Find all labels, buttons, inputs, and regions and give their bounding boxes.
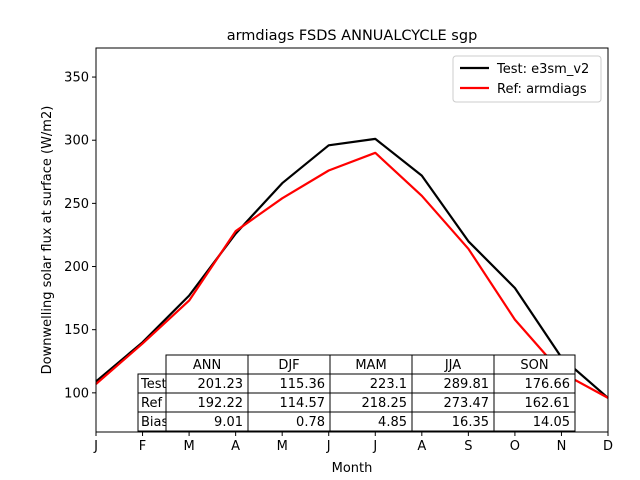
table-value: 201.23 [198, 377, 244, 392]
table-value: 192.22 [198, 396, 244, 411]
table-value: 16.35 [452, 415, 489, 430]
table-row-label-ref: Ref [141, 396, 162, 411]
x-tick-label: J [326, 439, 331, 454]
x-tick-label: N [557, 439, 567, 454]
table-header-ann: ANN [193, 358, 221, 373]
table-row-label-bias: Bias [141, 415, 168, 430]
y-tick-label: 350 [64, 71, 89, 86]
table-value: 0.78 [296, 415, 325, 430]
table-cell [493, 411, 576, 432]
x-tick-label: A [417, 439, 426, 454]
x-tick-label: M [183, 439, 194, 454]
y-tick-label: 250 [64, 197, 89, 212]
table-header-mam: MAM [355, 358, 386, 373]
y-tick-label: 300 [64, 134, 89, 149]
series-line-ref [95, 151, 609, 399]
series-line-test [95, 137, 609, 399]
x-tick-label: O [510, 439, 520, 454]
x-tick-label: A [231, 439, 240, 454]
table-value: 273.47 [444, 396, 490, 411]
x-tick-label: F [139, 439, 146, 454]
y-tick-label: 150 [64, 323, 89, 338]
table-header-jja: JJA [444, 358, 461, 373]
plot-frame [95, 47, 609, 433]
table-value: 176.66 [525, 377, 571, 392]
x-tick-label: J [93, 439, 98, 454]
y-tick-label: 200 [64, 260, 89, 275]
table-value: 218.25 [362, 396, 408, 411]
legend-entry: Test: e3sm_v2 [496, 62, 589, 77]
chart-title: armdiags FSDS ANNUALCYCLE sgp [227, 28, 478, 44]
table-value: 9.01 [214, 415, 243, 430]
table-value: 162.61 [525, 396, 571, 411]
table-header-djf: DJF [278, 358, 299, 373]
table-row-label-test: Test [140, 377, 167, 392]
x-tick-label: S [464, 439, 472, 454]
table-value: 115.36 [280, 377, 326, 392]
table-value: 4.85 [378, 415, 407, 430]
legend-box [452, 55, 602, 103]
table-value: 14.05 [533, 415, 570, 430]
stats-table: ANN DJF MAM JJA SON Test 201.23 115.36 223.1 289.… [137, 354, 576, 432]
legend-entry: Ref: armdiags [497, 82, 587, 97]
x-tick-label: D [603, 439, 613, 454]
y-axis-label: Downwelling solar flux at surface (W/m2) [40, 106, 55, 375]
table-value: 223.1 [370, 377, 407, 392]
x-axis-label: Month [332, 461, 373, 476]
table-header-son: SON [520, 358, 548, 373]
table-value: 114.57 [280, 396, 326, 411]
y-tick-label: 100 [64, 386, 89, 401]
x-tick-label: J [372, 439, 377, 454]
table-value: 289.81 [444, 377, 490, 392]
x-tick-label: M [277, 439, 288, 454]
